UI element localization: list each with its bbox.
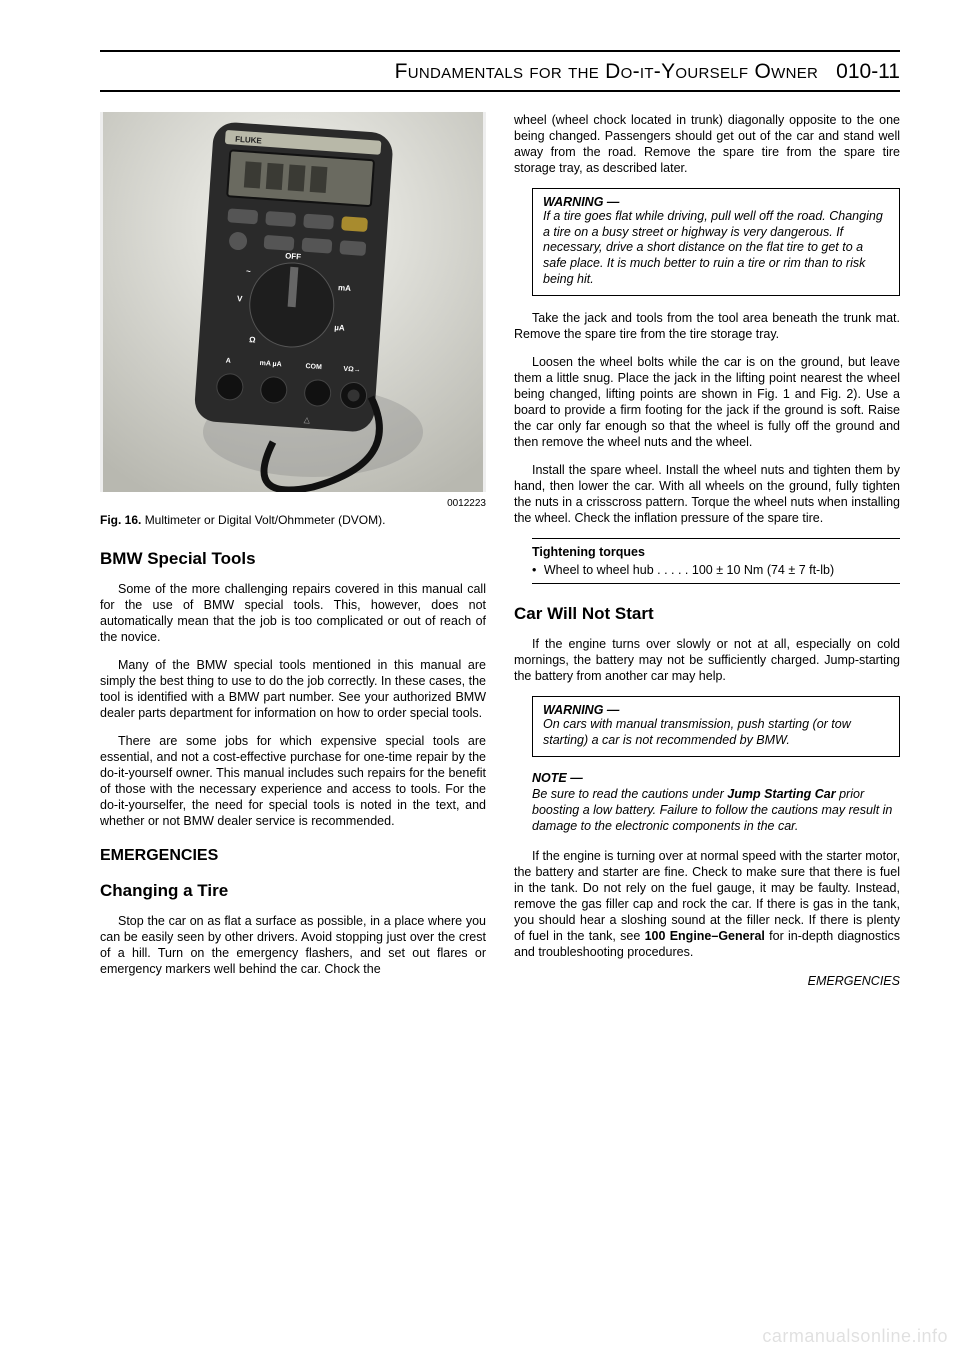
bullet-icon: •: [532, 563, 536, 577]
svg-text:VΩ→: VΩ→: [343, 366, 361, 374]
page-number: 010-11: [836, 60, 900, 84]
figure-caption-text: Multimeter or Digital Volt/Ohmmeter (DVO…: [145, 513, 386, 527]
para-tire-4: Loosen the wheel bolts while the car is …: [514, 354, 900, 450]
torque-title: Tightening torques: [532, 545, 900, 559]
svg-text:OFF: OFF: [285, 251, 302, 261]
svg-text:FLUKE: FLUKE: [235, 135, 263, 146]
header-title: Fundamentals for the Do-it-Yourself Owne…: [395, 60, 819, 84]
warning-text-2: On cars with manual transmission, push s…: [543, 717, 889, 748]
multimeter-figure: FLUKE: [100, 112, 486, 492]
para-tire-1: Stop the car on as flat a surface as pos…: [100, 913, 486, 977]
warning-box-start: WARNING — On cars with manual transmissi…: [532, 696, 900, 757]
para-start-1: If the engine turns over slowly or not a…: [514, 636, 900, 684]
para-start-2: If the engine is turning over at normal …: [514, 848, 900, 960]
heading-changing-tire: Changing a Tire: [100, 881, 486, 901]
note-text: Be sure to read the cautions under Jump …: [532, 787, 900, 834]
warning-label-2: WARNING —: [543, 703, 889, 717]
figure-caption: Fig. 16. Multimeter or Digital Volt/Ohmm…: [100, 513, 486, 527]
torque-item: • Wheel to wheel hub . . . . . 100 ± 10 …: [532, 563, 900, 577]
torque-item-text: Wheel to wheel hub . . . . . 100 ± 10 Nm…: [544, 563, 834, 577]
svg-text:µA: µA: [334, 323, 345, 333]
heading-emergencies: EMERGENCIES: [100, 847, 486, 865]
para-tire-5: Install the spare wheel. Install the whe…: [514, 462, 900, 526]
para-special-1: Some of the more challenging repairs cov…: [100, 581, 486, 645]
note-label: NOTE —: [532, 771, 900, 785]
two-columns: FLUKE: [100, 112, 900, 989]
svg-text:COM: COM: [305, 363, 322, 371]
page-header: Fundamentals for the Do-it-Yourself Owne…: [100, 60, 900, 92]
note-text-b: Jump Starting Car: [727, 787, 835, 801]
warning-text-1: If a tire goes flat while driving, pull …: [543, 209, 889, 287]
multimeter-svg: FLUKE: [100, 112, 486, 492]
figure-id: 0012223: [100, 498, 486, 509]
left-column: FLUKE: [100, 112, 486, 989]
page-root: Fundamentals for the Do-it-Yourself Owne…: [0, 0, 960, 1019]
torque-box: Tightening torques • Wheel to wheel hub …: [532, 538, 900, 584]
svg-text:A: A: [225, 357, 231, 364]
para-tire-2: wheel (wheel chock located in trunk) dia…: [514, 112, 900, 176]
figure-label: Fig. 16.: [100, 513, 141, 527]
right-column: wheel (wheel chock located in trunk) dia…: [514, 112, 900, 989]
svg-text:mA: mA: [338, 283, 352, 293]
para-start-2b: 100 Engine–General: [645, 929, 765, 943]
top-rule: [100, 50, 900, 52]
watermark: carmanualsonline.info: [762, 1326, 948, 1347]
svg-text:Ω: Ω: [249, 335, 257, 344]
warning-label-1: WARNING —: [543, 195, 889, 209]
para-special-3: There are some jobs for which expensive …: [100, 733, 486, 829]
section-footer: EMERGENCIES: [514, 974, 900, 988]
note-text-a: Be sure to read the cautions under: [532, 787, 727, 801]
para-special-2: Many of the BMW special tools mentioned …: [100, 657, 486, 721]
heading-car-wont-start: Car Will Not Start: [514, 604, 900, 624]
para-tire-3: Take the jack and tools from the tool ar…: [514, 310, 900, 342]
heading-special-tools: BMW Special Tools: [100, 549, 486, 569]
note-box: NOTE — Be sure to read the cautions unde…: [532, 771, 900, 834]
warning-box-tire: WARNING — If a tire goes flat while driv…: [532, 188, 900, 296]
